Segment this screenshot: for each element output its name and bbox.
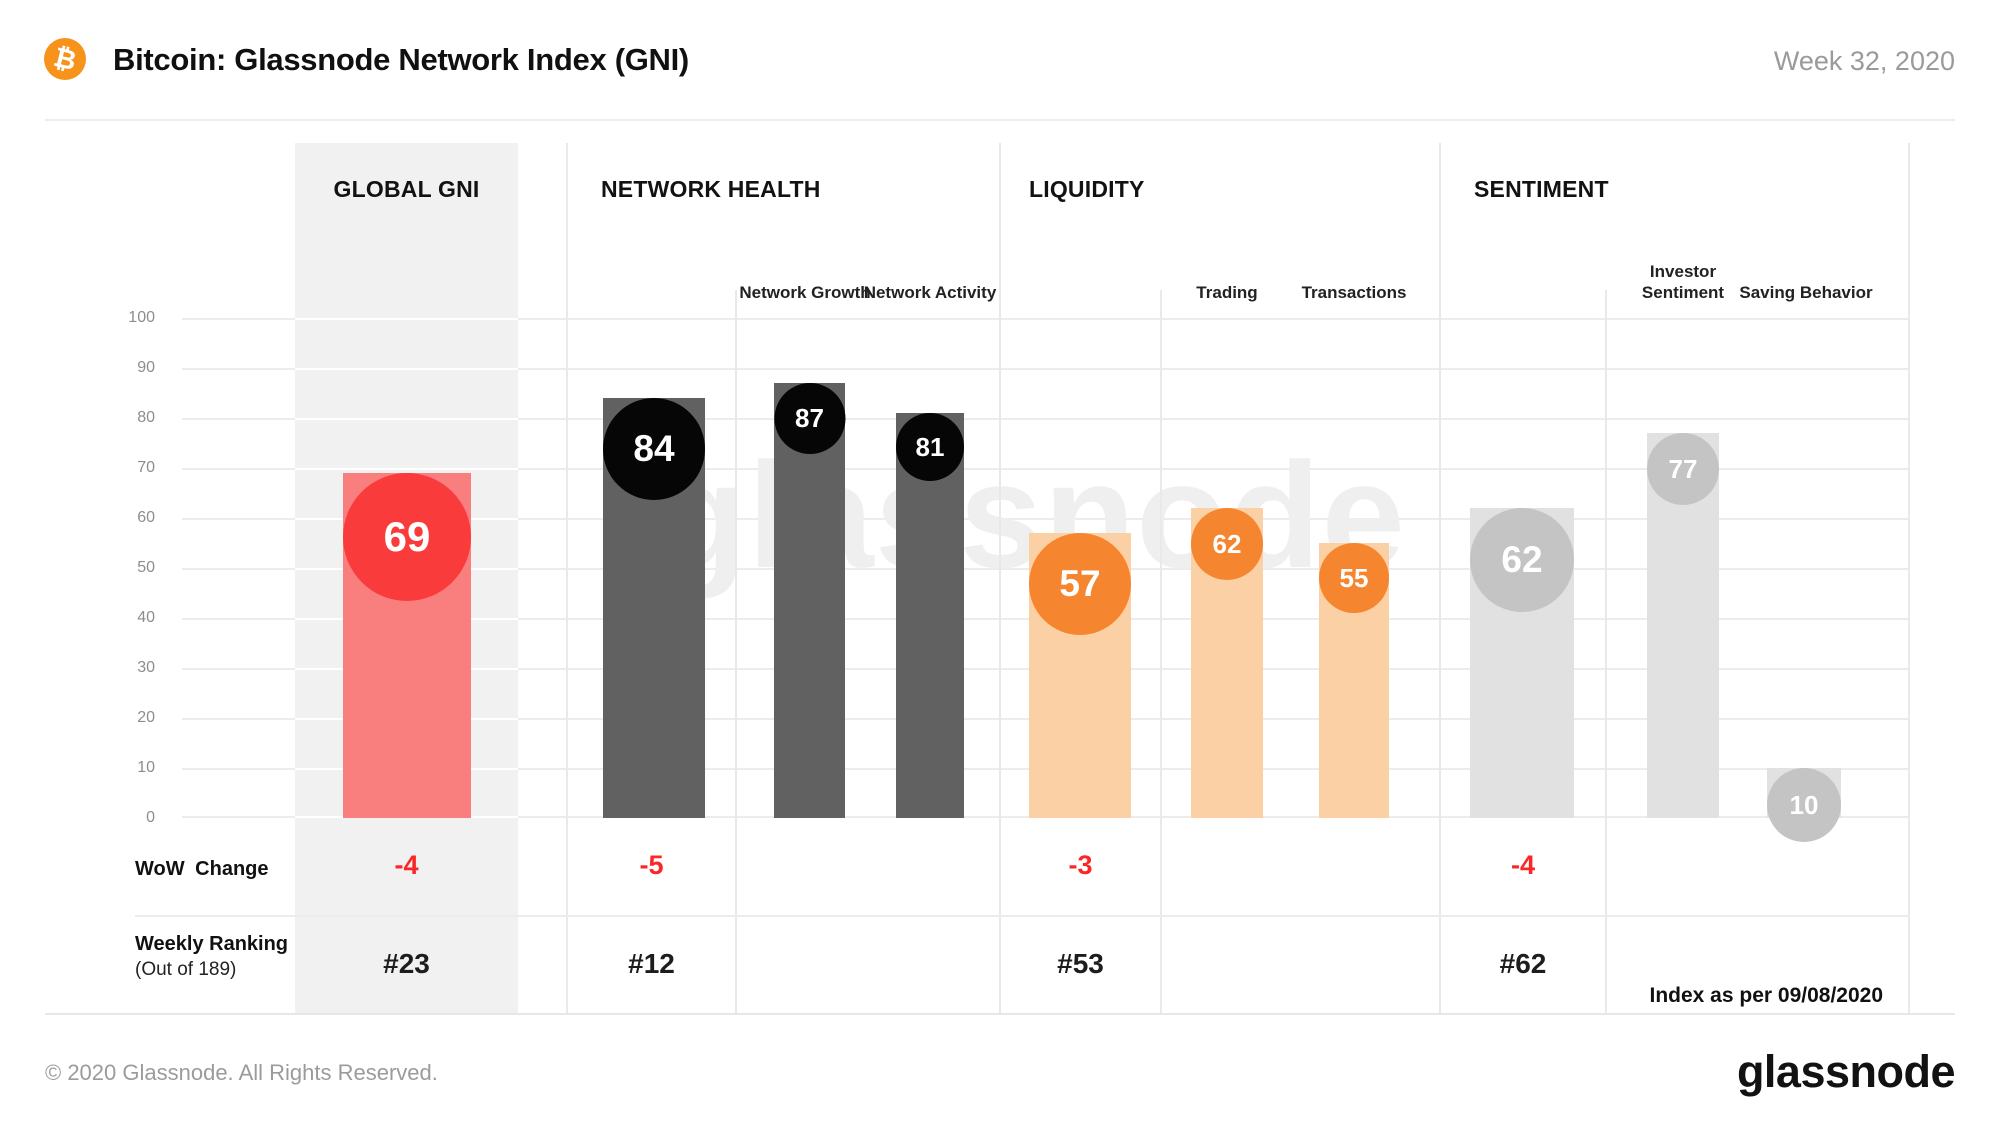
- copyright-text: © 2020 Glassnode. All Rights Reserved.: [45, 1060, 438, 1085]
- bar-network-growth: 87: [774, 383, 845, 818]
- sub-label-network-growth: Network Growth: [739, 283, 871, 302]
- divider-sentiment: [1439, 143, 1441, 1013]
- bar-transactions: 55: [1319, 543, 1389, 818]
- page-title: Bitcoin: Glassnode Network Index (GNI): [113, 42, 689, 77]
- sub-label-trading: Trading: [1196, 283, 1258, 302]
- divider-liquidity-subs: [1160, 290, 1162, 1013]
- y-tick-50: 50: [137, 559, 155, 576]
- divider-network-health: [566, 143, 568, 1013]
- sub-label-investor-sentiment: Investor Sentiment: [1641, 262, 1725, 302]
- bar-network-health: 84: [603, 398, 705, 818]
- bar-investor-sentiment: 77: [1647, 433, 1719, 818]
- sub-label-saving-behavior: Saving Behavior: [1739, 283, 1873, 302]
- table-bottom-divider: [45, 1013, 1955, 1015]
- divider-right-edge: [1908, 143, 1910, 1013]
- y-tick-60: 60: [137, 509, 155, 526]
- bar-value-bubble-transactions: 55: [1319, 543, 1389, 613]
- y-tick-40: 40: [137, 609, 155, 626]
- y-tick-10: 10: [137, 759, 155, 776]
- y-tick-70: 70: [137, 459, 155, 476]
- y-tick-100: 100: [128, 309, 155, 326]
- wow-change-network-health: -5: [639, 850, 664, 880]
- divider-network-health-subs: [735, 290, 737, 1013]
- y-tick-30: 30: [137, 659, 155, 676]
- sub-label-transactions: Transactions: [1301, 283, 1407, 302]
- section-title-liquidity: LIQUIDITY: [1029, 176, 1145, 202]
- y-tick-0: 0: [146, 809, 155, 826]
- bar-value-bubble-sentiment: 62: [1470, 508, 1574, 612]
- weekly-ranking-liquidity: #53: [1057, 948, 1104, 979]
- bitcoin-icon: ₿: [44, 38, 86, 80]
- weekly-ranking-network-health: #12: [628, 948, 675, 979]
- bitcoin-glyph: ₿: [50, 41, 80, 76]
- bar-value-bubble-saving-behavior: 10: [1767, 768, 1841, 842]
- wow-change-sentiment: -4: [1510, 850, 1535, 880]
- y-tick-80: 80: [137, 409, 155, 426]
- weekly-ranking-sentiment: #62: [1499, 948, 1547, 979]
- wow-change-global-gni: -4: [394, 850, 419, 880]
- sub-label-network-activity: Network Activity: [863, 283, 997, 302]
- bar-value-bubble-trading: 62: [1191, 508, 1263, 580]
- wow-change-liquidity: -3: [1068, 850, 1093, 880]
- header-divider: [45, 119, 1955, 121]
- bar-liquidity: 57: [1029, 533, 1131, 818]
- bar-value-bubble-network-growth: 87: [774, 383, 845, 454]
- bar-value-bubble-network-activity: 81: [896, 413, 964, 481]
- divider-liquidity: [999, 143, 1001, 1013]
- bar-network-activity: 81: [896, 413, 964, 818]
- bar-saving-behavior: 10: [1767, 768, 1841, 842]
- weekly-ranking-global-gni: #23: [383, 948, 430, 979]
- rows-divider: [135, 915, 1910, 917]
- bar-global-gni: 69: [343, 473, 471, 818]
- index-as-of-note: Index as per 09/08/2020: [1649, 984, 1884, 1007]
- section-title-global-gni: GLOBAL GNI: [333, 176, 480, 202]
- bar-value-bubble-network-health: 84: [603, 398, 705, 500]
- section-title-sentiment: SENTIMENT: [1474, 176, 1609, 202]
- bar-value-bubble-global-gni: 69: [343, 473, 471, 601]
- global-gni-highlight-column: [295, 143, 518, 1013]
- y-tick-20: 20: [137, 709, 155, 726]
- bar-trading: 62: [1191, 508, 1263, 818]
- y-tick-90: 90: [137, 359, 155, 376]
- weekly-ranking-row-label: Weekly Ranking: [135, 933, 289, 955]
- section-title-network-health: NETWORK HEALTH: [601, 176, 821, 202]
- weekly-ranking-row-sublabel: (Out of 189): [135, 959, 237, 980]
- week-label: Week 32, 2020: [1773, 46, 1955, 76]
- bar-value-bubble-liquidity: 57: [1029, 533, 1131, 635]
- bar-sentiment: 62: [1470, 508, 1574, 818]
- divider-sentiment-subs: [1605, 290, 1607, 1013]
- bar-value-bubble-investor-sentiment: 77: [1647, 433, 1719, 505]
- wow-change-row-label: WoW Change: [135, 858, 269, 880]
- glassnode-logo: glassnode: [1736, 1046, 1956, 1097]
